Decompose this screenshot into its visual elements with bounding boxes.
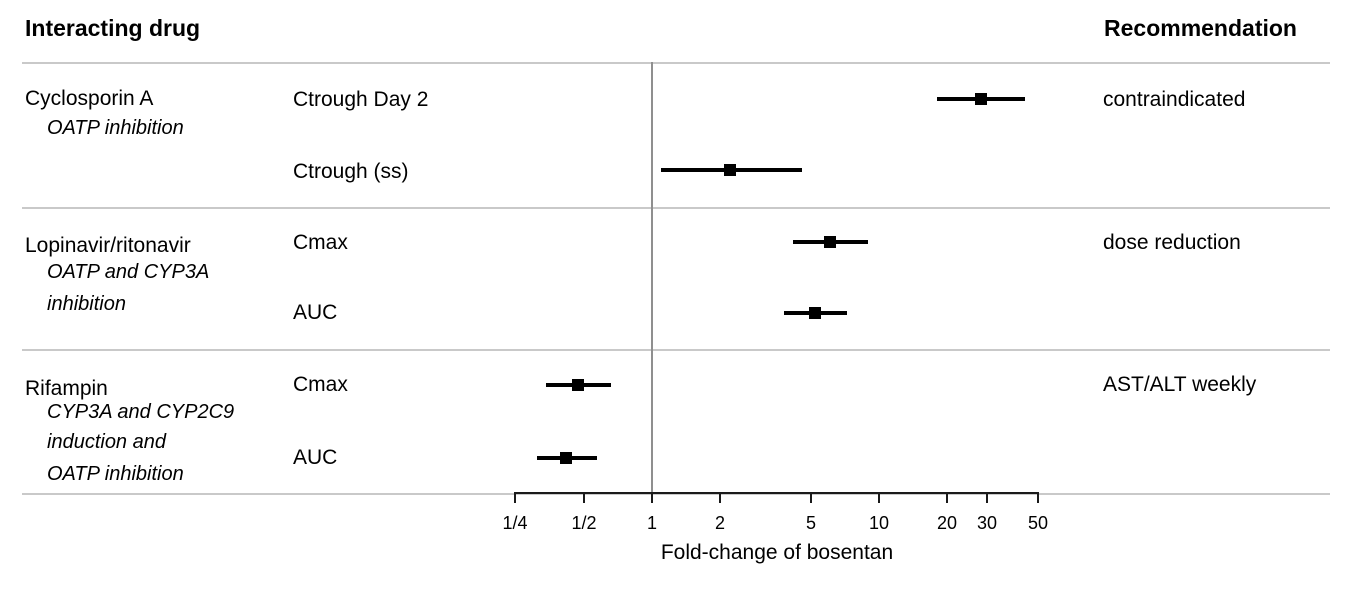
measure-label: Ctrough Day 2 (293, 88, 429, 111)
group-separator-line (22, 349, 1330, 351)
drug-mechanism-line: OATP inhibition (47, 463, 184, 485)
point-estimate-marker (724, 164, 736, 176)
x-axis-tick-label: 20 (936, 513, 958, 533)
drug-mechanism-line: OATP and CYP3A (47, 261, 210, 283)
x-axis-tick (946, 492, 948, 503)
x-axis-tick-label: 50 (1027, 513, 1049, 533)
x-axis-tick-label: 10 (868, 513, 890, 533)
recommendation-label: AST/ALT weekly (1103, 373, 1257, 396)
x-axis-tick-label: 30 (976, 513, 998, 533)
drug-mechanism-line: induction and (47, 431, 166, 453)
x-axis-tick-label: 1 (646, 513, 657, 533)
point-estimate-marker (824, 236, 836, 248)
measure-label: Cmax (293, 373, 348, 396)
drug-name: Cyclosporin A (25, 87, 154, 110)
recommendation-label: contraindicated (1103, 88, 1246, 111)
x-axis-tick (583, 492, 585, 503)
point-estimate-marker (975, 93, 987, 105)
measure-label: AUC (293, 446, 338, 469)
point-estimate-marker (560, 452, 572, 464)
point-estimate-marker (572, 379, 584, 391)
x-axis-tick (514, 492, 516, 503)
drug-name: Rifampin (25, 377, 108, 400)
measure-label: AUC (293, 301, 338, 324)
x-axis-tick-label: 5 (805, 513, 816, 533)
column-header-recommendation: Recommendation (1104, 15, 1297, 41)
x-axis-tick (986, 492, 988, 503)
x-axis-tick (810, 492, 812, 503)
x-axis-tick-label: 1/4 (502, 513, 528, 533)
group-separator-line (22, 207, 1330, 209)
drug-mechanism-line: CYP3A and CYP2C9 (47, 401, 235, 423)
recommendation-label: dose reduction (1103, 231, 1241, 254)
drug-mechanism-line: inhibition (47, 293, 126, 315)
reference-line (651, 62, 653, 493)
measure-label: Ctrough (ss) (293, 160, 409, 183)
measure-label: Cmax (293, 231, 348, 254)
drug-name: Lopinavir/ritonavir (25, 234, 191, 257)
x-axis-tick-label: 2 (714, 513, 725, 533)
column-header-interacting-drug: Interacting drug (25, 15, 201, 41)
x-axis-tick-label: 1/2 (571, 513, 597, 533)
point-estimate-marker (809, 307, 821, 319)
x-axis-tick (651, 492, 653, 503)
x-axis-tick (1037, 492, 1039, 503)
x-axis-title: Fold-change of bosentan (660, 541, 894, 564)
drug-mechanism-line: OATP inhibition (47, 117, 184, 139)
x-axis-line (515, 492, 1037, 494)
header-separator-line (22, 62, 1330, 64)
x-axis-tick (878, 492, 880, 503)
x-axis-tick (719, 492, 721, 503)
